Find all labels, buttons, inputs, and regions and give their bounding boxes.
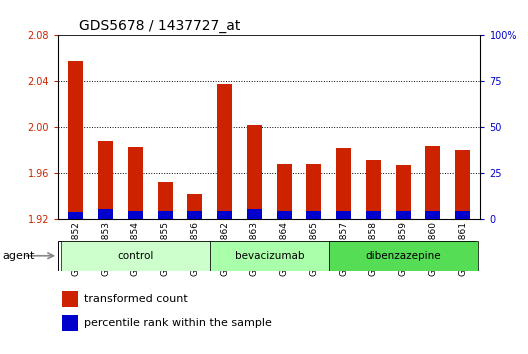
Bar	[128, 147, 143, 219]
Bar	[69, 212, 83, 219]
Bar	[62, 291, 78, 307]
Bar	[277, 164, 291, 219]
Text: control: control	[117, 251, 154, 261]
Text: bevacizumab: bevacizumab	[234, 251, 304, 261]
Bar	[158, 182, 173, 219]
Bar	[455, 150, 470, 219]
Bar	[128, 211, 143, 219]
Bar	[455, 211, 470, 219]
Bar	[187, 194, 202, 219]
Bar	[329, 241, 477, 271]
Text: dibenzazepine: dibenzazepine	[365, 251, 441, 261]
Text: transformed count: transformed count	[84, 294, 187, 304]
Bar	[395, 211, 411, 219]
Text: GDS5678 / 1437727_at: GDS5678 / 1437727_at	[79, 19, 241, 33]
Text: agent: agent	[3, 251, 35, 261]
Bar	[395, 165, 411, 219]
Bar	[217, 84, 232, 219]
Bar	[98, 209, 113, 219]
Bar	[366, 211, 381, 219]
Bar	[98, 141, 113, 219]
Bar	[336, 211, 351, 219]
Bar	[158, 211, 173, 219]
Bar	[247, 209, 262, 219]
Bar	[62, 315, 78, 331]
Bar	[69, 61, 83, 219]
Bar	[366, 160, 381, 219]
Bar	[277, 211, 291, 219]
Bar	[187, 211, 202, 219]
Bar	[336, 148, 351, 219]
Bar	[217, 211, 232, 219]
Bar	[210, 241, 329, 271]
Bar	[306, 211, 322, 219]
Bar	[306, 164, 322, 219]
Bar	[426, 211, 440, 219]
Bar	[247, 125, 262, 219]
Text: percentile rank within the sample: percentile rank within the sample	[84, 318, 272, 329]
Bar	[61, 241, 210, 271]
Bar	[426, 146, 440, 219]
